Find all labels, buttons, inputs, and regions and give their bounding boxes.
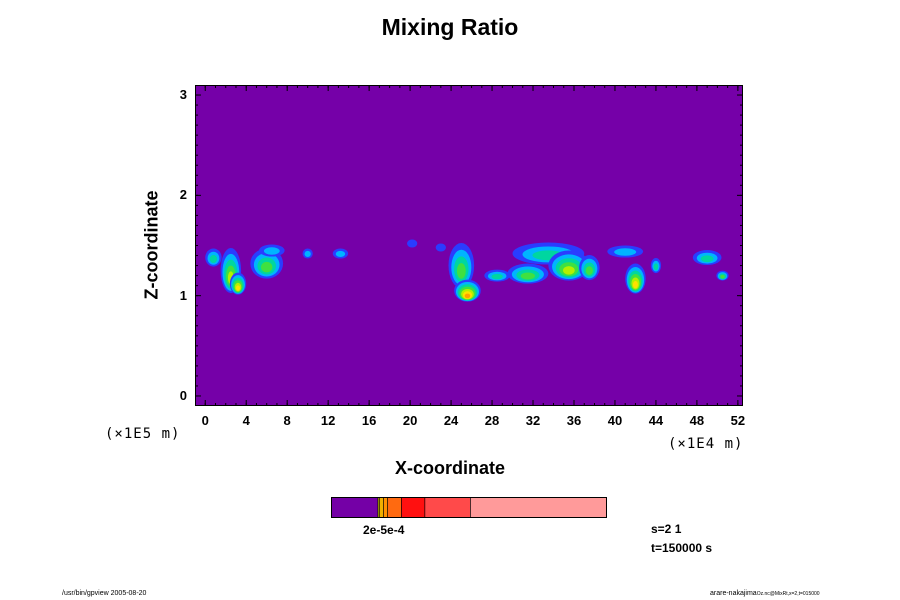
x-tick-label: 20 [402, 413, 418, 428]
x-tick-label: 36 [566, 413, 582, 428]
y-tick-label: 3 [179, 87, 187, 103]
cloud-feature [229, 272, 247, 295]
x-tick-label: 40 [607, 413, 623, 428]
cloud-feature [650, 258, 662, 274]
cloud-feature [692, 250, 722, 266]
cloud-feature [259, 244, 285, 257]
z-scale-note: (×1E5 m) [105, 426, 181, 442]
x-tick-label: 48 [689, 413, 705, 428]
contour-level-2 [263, 247, 280, 255]
cloud-layer [205, 239, 729, 302]
y-tick-label: 0 [179, 387, 187, 403]
cloud-feature [454, 279, 481, 302]
cloud-feature [716, 270, 729, 281]
t-label: t=150000 s [651, 541, 713, 555]
contour-level-1 [407, 239, 418, 248]
x-tick-label: 24 [443, 413, 459, 428]
contour-level-6 [632, 280, 638, 289]
x-tick-label: 8 [283, 413, 291, 428]
footer-right: arare-nakajimaOz.nc@MixRt,x=2,t=015000 [710, 590, 820, 597]
colorbar-segment-3 [383, 497, 389, 518]
y-axis-label: Z-coordinate [141, 190, 162, 300]
y-tick-label: 2 [179, 187, 187, 203]
contour-level-4 [456, 263, 466, 279]
contour-level-4 [720, 275, 725, 279]
contour-level-1 [435, 243, 446, 252]
cloud-feature [435, 243, 446, 252]
x-tick-label: 4 [242, 413, 250, 428]
x-tick-label: 16 [361, 413, 377, 428]
cloud-feature [448, 242, 475, 289]
contour-level-4 [261, 261, 273, 273]
colorbar-segment-4 [387, 497, 402, 518]
x-scale-note: (×1E4 m) [668, 436, 744, 452]
x-tick-label: 52 [730, 413, 746, 428]
footer-right-main: arare-nakajima [710, 590, 757, 597]
cloud-feature [625, 263, 646, 294]
colorbar-segment-6 [424, 497, 471, 518]
contour-level-4 [585, 266, 593, 275]
x-axis-label: X-coordinate [394, 458, 505, 478]
contour-level-2 [335, 250, 346, 258]
cloud-feature [548, 250, 590, 281]
colorbar-segment-7 [470, 497, 607, 518]
cloud-feature [579, 255, 600, 281]
cloud-feature [205, 248, 222, 267]
contour-level-2 [304, 250, 311, 258]
cloud-feature [607, 245, 644, 258]
chart-title: Mixing Ratio [381, 14, 519, 40]
contour-level-7 [464, 293, 471, 299]
footer-right-small: Oz.nc@MixRt,x=2,t=015000 [756, 591, 820, 597]
contour-level-3 [700, 255, 714, 263]
contour-level-3 [209, 254, 218, 263]
colorbar-segment-0 [331, 497, 379, 518]
colorbar-segment-5 [401, 497, 426, 518]
contour-level-2 [614, 248, 637, 256]
x-tick-label: 44 [648, 413, 664, 428]
contour-level-3 [653, 263, 659, 271]
contour-level-5 [563, 266, 575, 275]
colorbar-segment-1 [377, 497, 380, 518]
contour-level-3 [491, 273, 503, 280]
plot-frame [195, 85, 743, 406]
cloud-feature [407, 239, 418, 248]
heatmap-plot [195, 85, 743, 406]
colorbar [331, 497, 607, 518]
contour-level-4 [520, 272, 536, 280]
x-tick-label: 32 [525, 413, 541, 428]
x-tick-label: 28 [484, 413, 500, 428]
cloud-feature [332, 248, 349, 259]
s-label: s=2 1 [651, 522, 682, 536]
x-tick-label: 12 [320, 413, 336, 428]
plot-background [195, 85, 743, 406]
colorbar-segment-2 [379, 497, 384, 518]
y-tick-label: 1 [179, 287, 187, 303]
cloud-feature [507, 263, 549, 284]
colorbar-label: 2e-5e-4 [363, 523, 405, 537]
cloud-feature [484, 269, 510, 282]
cloud-feature [302, 248, 313, 259]
contour-level-6 [236, 285, 241, 291]
x-tick-label: 0 [201, 413, 209, 428]
footer-left: /usr/bin/gpview 2005-08-20 [62, 590, 147, 597]
